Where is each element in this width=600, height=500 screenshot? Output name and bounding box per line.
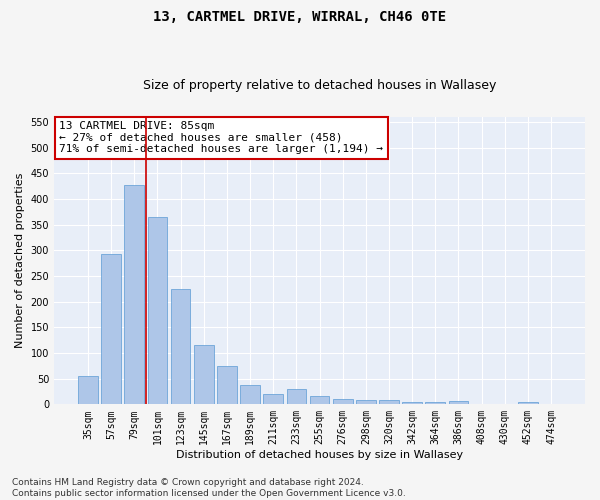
Bar xyxy=(287,390,306,404)
Bar xyxy=(263,394,283,404)
Bar xyxy=(356,400,376,404)
Bar xyxy=(379,400,399,404)
Bar xyxy=(333,399,353,404)
Bar xyxy=(310,396,329,404)
Bar xyxy=(124,184,144,404)
Bar xyxy=(101,254,121,404)
Bar xyxy=(402,402,422,404)
Bar xyxy=(171,289,190,405)
Bar xyxy=(240,385,260,404)
Text: 13, CARTMEL DRIVE, WIRRAL, CH46 0TE: 13, CARTMEL DRIVE, WIRRAL, CH46 0TE xyxy=(154,10,446,24)
Bar xyxy=(518,402,538,404)
Bar xyxy=(194,346,214,405)
Bar xyxy=(148,217,167,404)
Y-axis label: Number of detached properties: Number of detached properties xyxy=(15,173,25,348)
Bar xyxy=(425,402,445,404)
Bar xyxy=(217,366,237,405)
Bar xyxy=(78,376,98,404)
X-axis label: Distribution of detached houses by size in Wallasey: Distribution of detached houses by size … xyxy=(176,450,463,460)
Text: Contains HM Land Registry data © Crown copyright and database right 2024.
Contai: Contains HM Land Registry data © Crown c… xyxy=(12,478,406,498)
Title: Size of property relative to detached houses in Wallasey: Size of property relative to detached ho… xyxy=(143,79,496,92)
Bar xyxy=(449,402,468,404)
Text: 13 CARTMEL DRIVE: 85sqm
← 27% of detached houses are smaller (458)
71% of semi-d: 13 CARTMEL DRIVE: 85sqm ← 27% of detache… xyxy=(59,121,383,154)
